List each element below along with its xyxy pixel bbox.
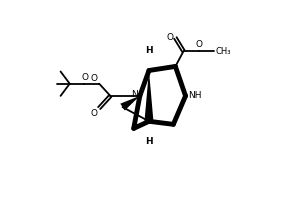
Polygon shape: [120, 96, 140, 110]
Text: CH₃: CH₃: [215, 47, 230, 56]
Text: O: O: [91, 109, 98, 118]
Text: O: O: [81, 73, 88, 82]
Text: H: H: [145, 137, 153, 145]
Text: H: H: [145, 46, 153, 55]
Text: O: O: [166, 33, 173, 42]
Text: NH: NH: [188, 91, 201, 100]
Polygon shape: [144, 70, 153, 121]
Text: N: N: [131, 90, 137, 99]
Text: O: O: [91, 74, 98, 83]
Text: O: O: [195, 40, 202, 49]
